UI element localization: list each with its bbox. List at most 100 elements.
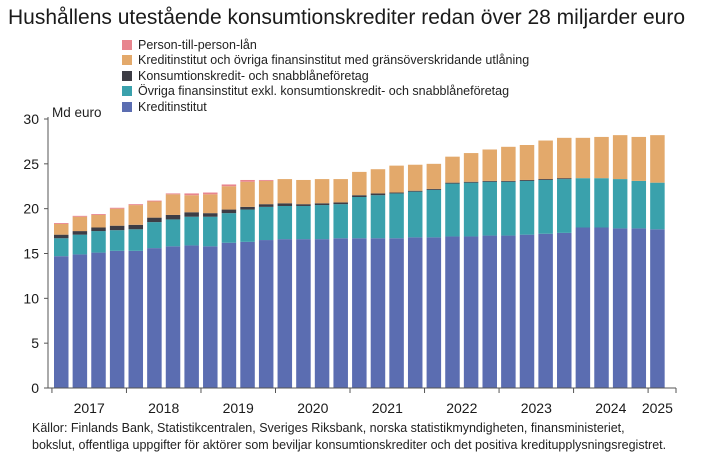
bar-kreditinstitut bbox=[370, 238, 386, 388]
bar-konsumtionskredit-och-snabblaneforetag bbox=[109, 225, 125, 231]
bar-ovriga-finansinstitut-exkl-konsumtionskredit-och-snabblaneforetag bbox=[54, 238, 69, 257]
legend-item-kreditinstitut: Kreditinstitut bbox=[122, 99, 529, 115]
bar-stack bbox=[91, 214, 106, 388]
bar-kreditinstitut bbox=[407, 237, 423, 388]
bar-kreditinstitut bbox=[594, 227, 609, 388]
legend-item-ovriga-finansinstitut-exkl-konsumtionskredit-och-snabblaneforetag: Övriga finansinstitut exkl. konsumtionsk… bbox=[122, 84, 529, 100]
bar-konsumtionskredit-och-snabblaneforetag bbox=[314, 203, 330, 206]
bar-ovriga-finansinstitut-exkl-konsumtionskredit-och-snabblaneforetag bbox=[128, 229, 144, 251]
bar-ovriga-finansinstitut-exkl-konsumtionskredit-och-snabblaneforetag bbox=[557, 179, 572, 233]
bar-kreditinstitut-och-ovriga-finansinstitut-med-gransoverskridande-utlaning bbox=[221, 186, 237, 210]
bar-stack bbox=[258, 179, 274, 388]
bar-stack bbox=[314, 179, 330, 388]
bar-kreditinstitut bbox=[389, 238, 404, 388]
bar-kreditinstitut-och-ovriga-finansinstitut-med-gransoverskridande-utlaning bbox=[501, 146, 516, 181]
bar-ovriga-finansinstitut-exkl-konsumtionskredit-och-snabblaneforetag bbox=[72, 234, 88, 255]
bar-konsumtionskredit-och-snabblaneforetag bbox=[333, 202, 348, 205]
bar-kreditinstitut bbox=[426, 237, 442, 388]
bar-ovriga-finansinstitut-exkl-konsumtionskredit-och-snabblaneforetag bbox=[389, 193, 404, 239]
bar-kreditinstitut-och-ovriga-finansinstitut-med-gransoverskridande-utlaning bbox=[203, 194, 218, 214]
bar-konsumtionskredit-och-snabblaneforetag bbox=[277, 203, 293, 206]
bar-kreditinstitut bbox=[314, 239, 330, 388]
bar-ovriga-finansinstitut-exkl-konsumtionskredit-och-snabblaneforetag bbox=[333, 204, 348, 239]
legend-label: Övriga finansinstitut exkl. konsumtionsk… bbox=[138, 84, 510, 99]
bar-ovriga-finansinstitut-exkl-konsumtionskredit-och-snabblaneforetag bbox=[352, 197, 367, 239]
bar-stack bbox=[296, 179, 311, 388]
bar-kreditinstitut bbox=[54, 256, 69, 388]
bar-ovriga-finansinstitut-exkl-konsumtionskredit-och-snabblaneforetag bbox=[426, 189, 442, 238]
bar-konsumtionskredit-och-snabblaneforetag bbox=[463, 181, 479, 183]
bar-kreditinstitut-och-ovriga-finansinstitut-med-gransoverskridande-utlaning bbox=[612, 135, 628, 180]
x-tick-label: 2017 bbox=[74, 400, 105, 416]
bar-person-till-person-lan bbox=[203, 192, 218, 195]
legend-swatch bbox=[122, 101, 132, 112]
bar-ovriga-finansinstitut-exkl-konsumtionskredit-och-snabblaneforetag bbox=[109, 230, 125, 251]
bar-konsumtionskredit-och-snabblaneforetag bbox=[296, 204, 311, 206]
legend: Person-till-person-lån Kreditinstitut och… bbox=[122, 37, 529, 115]
source-note: Källor: Finlands Bank, Statistikcentrale… bbox=[32, 420, 717, 454]
bar-stack bbox=[184, 193, 199, 388]
bar-person-till-person-lan bbox=[221, 184, 237, 187]
bar-kreditinstitut-och-ovriga-finansinstitut-med-gransoverskridande-utlaning bbox=[165, 194, 181, 215]
bar-konsumtionskredit-och-snabblaneforetag bbox=[407, 190, 423, 192]
y-tick-label: 30 bbox=[23, 111, 39, 127]
bar-konsumtionskredit-och-snabblaneforetag bbox=[501, 180, 516, 182]
bar-kreditinstitut bbox=[612, 228, 628, 388]
y-tick-label: 25 bbox=[23, 156, 39, 172]
bar-kreditinstitut bbox=[482, 235, 497, 388]
bar-person-till-person-lan bbox=[184, 193, 199, 196]
bar-kreditinstitut-och-ovriga-finansinstitut-med-gransoverskridande-utlaning bbox=[109, 208, 125, 226]
bar-kreditinstitut bbox=[463, 236, 479, 388]
bar-kreditinstitut-och-ovriga-finansinstitut-med-gransoverskridande-utlaning bbox=[594, 136, 609, 179]
bar-ovriga-finansinstitut-exkl-konsumtionskredit-och-snabblaneforetag bbox=[370, 195, 386, 239]
bar-kreditinstitut bbox=[352, 238, 367, 388]
bar-kreditinstitut-och-ovriga-finansinstitut-med-gransoverskridande-utlaning bbox=[482, 149, 497, 181]
bar-ovriga-finansinstitut-exkl-konsumtionskredit-och-snabblaneforetag bbox=[184, 216, 199, 246]
bar-kreditinstitut-och-ovriga-finansinstitut-med-gransoverskridande-utlaning bbox=[72, 216, 88, 232]
bar-person-till-person-lan bbox=[109, 207, 125, 209]
bar-kreditinstitut bbox=[165, 246, 181, 388]
bar-person-till-person-lan bbox=[72, 215, 88, 217]
bar-kreditinstitut bbox=[184, 245, 199, 388]
bar-konsumtionskredit-och-snabblaneforetag bbox=[538, 179, 553, 180]
bar-kreditinstitut-och-ovriga-finansinstitut-med-gransoverskridande-utlaning bbox=[258, 180, 274, 205]
bar-ovriga-finansinstitut-exkl-konsumtionskredit-och-snabblaneforetag bbox=[594, 178, 609, 228]
bar-kreditinstitut-och-ovriga-finansinstitut-med-gransoverskridande-utlaning bbox=[333, 179, 348, 203]
bar-konsumtionskredit-och-snabblaneforetag bbox=[128, 224, 144, 230]
x-tick-label: 2020 bbox=[297, 400, 328, 416]
bar-kreditinstitut bbox=[575, 227, 591, 388]
bar-ovriga-finansinstitut-exkl-konsumtionskredit-och-snabblaneforetag bbox=[501, 181, 516, 236]
bar-kreditinstitut-och-ovriga-finansinstitut-med-gransoverskridande-utlaning bbox=[370, 169, 386, 194]
bar-stack bbox=[407, 164, 423, 388]
bar-kreditinstitut-och-ovriga-finansinstitut-med-gransoverskridande-utlaning bbox=[296, 179, 311, 205]
bar-konsumtionskredit-och-snabblaneforetag bbox=[221, 209, 237, 214]
bar-kreditinstitut bbox=[109, 250, 125, 388]
bar-ovriga-finansinstitut-exkl-konsumtionskredit-och-snabblaneforetag bbox=[538, 179, 553, 234]
bar-kreditinstitut-och-ovriga-finansinstitut-med-gransoverskridande-utlaning bbox=[407, 164, 423, 191]
bar-stack bbox=[519, 145, 535, 388]
bar-ovriga-finansinstitut-exkl-konsumtionskredit-och-snabblaneforetag bbox=[91, 231, 106, 253]
bar-person-till-person-lan bbox=[240, 179, 255, 182]
bar-ovriga-finansinstitut-exkl-konsumtionskredit-och-snabblaneforetag bbox=[519, 180, 535, 235]
y-tick-label: 15 bbox=[23, 246, 39, 262]
bar-kreditinstitut-och-ovriga-finansinstitut-med-gransoverskridande-utlaning bbox=[147, 201, 162, 218]
bar-stack bbox=[240, 179, 255, 388]
bar-konsumtionskredit-och-snabblaneforetag bbox=[352, 195, 367, 198]
bar-konsumtionskredit-och-snabblaneforetag bbox=[445, 182, 460, 184]
bar-person-till-person-lan bbox=[147, 200, 162, 202]
bar-ovriga-finansinstitut-exkl-konsumtionskredit-och-snabblaneforetag bbox=[240, 209, 255, 242]
x-tick-label: 2021 bbox=[372, 400, 403, 416]
bar-kreditinstitut-och-ovriga-finansinstitut-med-gransoverskridande-utlaning bbox=[184, 195, 199, 213]
bar-kreditinstitut-och-ovriga-finansinstitut-med-gransoverskridande-utlaning bbox=[314, 179, 330, 204]
bar-stack bbox=[352, 171, 367, 388]
bar-kreditinstitut bbox=[91, 252, 106, 388]
bar-kreditinstitut-och-ovriga-finansinstitut-med-gransoverskridande-utlaning bbox=[463, 153, 479, 182]
bar-kreditinstitut-och-ovriga-finansinstitut-med-gransoverskridande-utlaning bbox=[538, 140, 553, 180]
bar-ovriga-finansinstitut-exkl-konsumtionskredit-och-snabblaneforetag bbox=[277, 205, 293, 240]
bar-kreditinstitut-och-ovriga-finansinstitut-med-gransoverskridande-utlaning bbox=[575, 137, 591, 179]
bar-ovriga-finansinstitut-exkl-konsumtionskredit-och-snabblaneforetag bbox=[221, 213, 237, 243]
bar-stack bbox=[333, 179, 348, 388]
bar-konsumtionskredit-och-snabblaneforetag bbox=[258, 204, 274, 207]
bar-stack bbox=[277, 179, 293, 388]
